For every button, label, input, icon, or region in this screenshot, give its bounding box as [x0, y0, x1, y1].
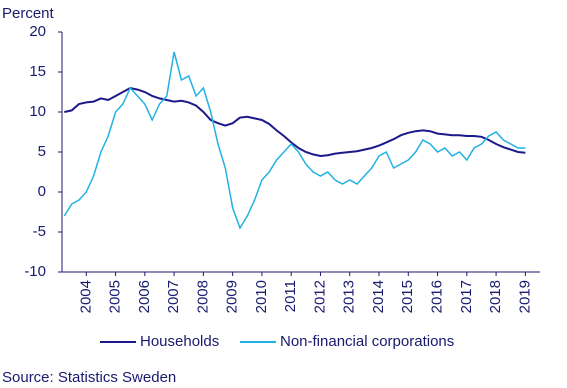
- x-tick-label: 2011: [282, 280, 299, 312]
- y-tick-label: -5: [33, 223, 46, 240]
- x-tick-label: 2016: [429, 280, 446, 313]
- x-tick-label: 2014: [370, 280, 387, 313]
- y-tick-label: 15: [29, 63, 46, 80]
- x-tick-label: 2017: [458, 280, 475, 313]
- line: [64, 86, 526, 158]
- x-tick-label: 2013: [341, 280, 358, 313]
- source: Source: Statistics Sweden: [2, 369, 176, 386]
- x-tick-label: 2012: [311, 280, 328, 313]
- x-tick-label: 2006: [136, 280, 153, 313]
- x-tick-label: 2004: [77, 280, 94, 313]
- x-tick-label: 2008: [194, 280, 211, 313]
- y-tick-label: 0: [38, 183, 46, 200]
- x-tick-label: 2005: [107, 280, 124, 313]
- x-tick-label: 2015: [399, 280, 416, 313]
- x-tick-label: 2010: [253, 280, 270, 313]
- x-tick-label: 2007: [165, 280, 182, 313]
- y-tick-label: 10: [29, 103, 46, 120]
- y-tick-label: -10: [24, 263, 46, 280]
- x-tick-label: 2018: [487, 280, 504, 313]
- x-tick-label: 2009: [224, 280, 241, 313]
- y-tick-label: 5: [38, 143, 46, 160]
- legend-label: Non-financial corporations: [280, 333, 454, 350]
- line: [63, 51, 526, 230]
- x-tick-label: 2019: [516, 280, 533, 313]
- y-tick-label: 20: [29, 23, 46, 40]
- y-axis-label: Percent: [2, 5, 55, 22]
- legend-label: Households: [140, 333, 219, 350]
